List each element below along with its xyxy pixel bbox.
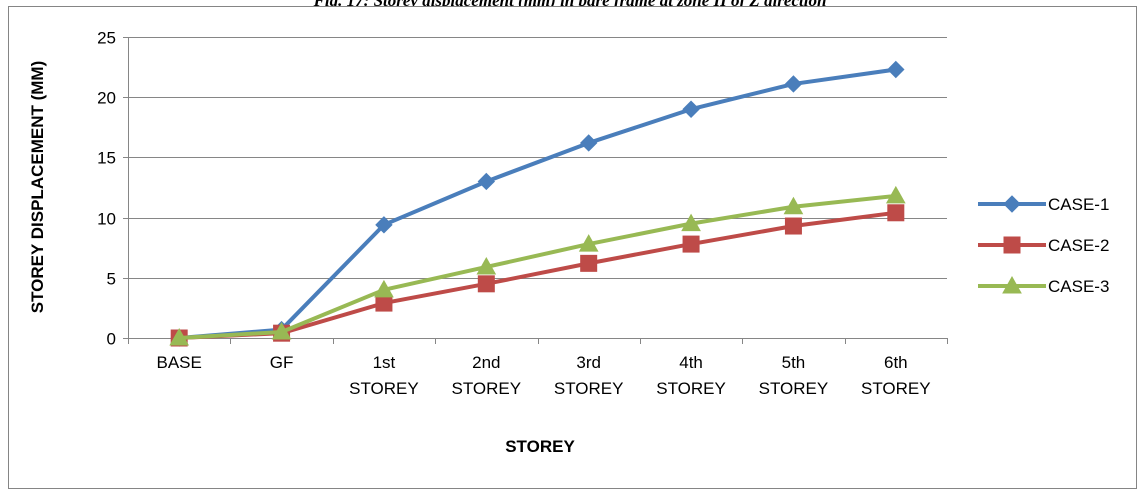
series-line [179, 210, 897, 340]
marker-triangle [1002, 275, 1022, 294]
data-series [169, 60, 906, 347]
y-tick-labels: 0 5 10 15 20 25 [97, 29, 116, 349]
marker-diamond [579, 134, 598, 152]
legend-label: CASE-2 [1048, 236, 1109, 255]
marker-square [1003, 236, 1021, 254]
y-tick-label: 10 [97, 210, 116, 229]
marker-triangle [476, 256, 497, 275]
marker-square [375, 294, 393, 312]
legend-label: CASE-1 [1048, 195, 1109, 214]
marker-diamond [375, 216, 393, 234]
y-tick-label: 0 [107, 330, 116, 349]
legend-item-case-2: CASE-2 [978, 236, 1109, 255]
marker-square [887, 204, 905, 222]
gridlines [128, 37, 947, 279]
y-tick-label: 25 [97, 29, 116, 48]
marker-diamond [887, 60, 905, 79]
x-tick-label: GF [270, 353, 294, 372]
marker-square [580, 254, 598, 272]
y-axis-title: STOREY DISPLACEMENT (MM) [28, 61, 47, 314]
x-tick-label: BASE [157, 353, 202, 372]
marker-triangle [169, 327, 190, 346]
marker-square [477, 275, 495, 293]
x-tick-label: 6th STOREY [861, 353, 931, 398]
marker-diamond [477, 172, 496, 191]
legend: CASE-1 CASE-2 CASE-3 [978, 195, 1109, 296]
y-tick-label: 20 [97, 89, 116, 108]
x-tick-label: 5th STOREY [759, 353, 829, 398]
series-line [179, 67, 897, 340]
marker-diamond [682, 100, 700, 118]
series-line [179, 193, 897, 340]
y-tick-label: 15 [97, 149, 116, 168]
axes [123, 37, 948, 344]
x-tick-labels: BASE GF 1st STOREY 2nd STOREY 3rd STOREY 4th STOR… [157, 353, 931, 398]
y-tick-label: 5 [107, 270, 116, 289]
marker-triangle [578, 234, 599, 252]
marker-triangle [271, 321, 292, 340]
x-tick-label: 3rd STOREY [554, 353, 624, 398]
marker-triangle [374, 279, 394, 298]
marker-diamond [1003, 195, 1021, 213]
series-case-3 [169, 185, 906, 346]
x-axis-title: STOREY [505, 437, 575, 456]
figure-caption: Fig. 17: Storey displacement (mm) in bar… [313, 0, 827, 10]
marker-triangle [885, 185, 906, 204]
legend-item-case-3: CASE-3 [978, 275, 1109, 296]
x-tick-label: 1st STOREY [349, 353, 419, 398]
marker-triangle [681, 213, 701, 232]
legend-label: CASE-3 [1048, 277, 1109, 296]
marker-diamond [784, 75, 803, 93]
legend-item-case-1: CASE-1 [978, 195, 1109, 214]
x-tick-label: 4th STOREY [656, 353, 726, 398]
marker-triangle [783, 196, 804, 215]
marker-square [682, 235, 700, 253]
marker-square [784, 217, 802, 235]
x-tick-label: 2nd STOREY [452, 353, 522, 398]
